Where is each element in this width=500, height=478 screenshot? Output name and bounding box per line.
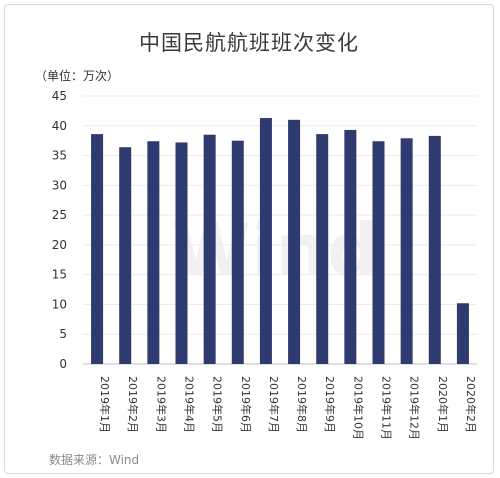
x-tick-label: 2019年2月 (126, 376, 140, 433)
x-tick-label: 2019年9月 (323, 376, 337, 433)
x-tick-label: 2020年1月 (436, 376, 450, 433)
x-tick-label: 2019年3月 (154, 376, 168, 433)
bar (372, 141, 385, 364)
bars (91, 118, 469, 364)
bar (91, 134, 104, 364)
x-tick-label: 2019年5月 (211, 376, 225, 433)
x-tick-label: 2019年1月 (98, 376, 112, 433)
bar (400, 138, 413, 364)
bar (428, 135, 441, 364)
bar (456, 303, 469, 364)
chart-title: 中国民航航班班次变化 (139, 31, 359, 55)
x-tick-label: 2019年6月 (239, 376, 253, 433)
bar (119, 147, 132, 364)
y-tick-label: 30 (52, 178, 67, 192)
x-tick-label: 2019年8月 (295, 376, 309, 433)
x-tick-label: 2019年10月 (351, 376, 365, 440)
bar (344, 129, 357, 364)
chart-card: 中国民航航班班次变化 （单位：万次） Wind 0 5 10 15 20 25 30 35 40… (4, 4, 494, 474)
x-tick-label: 2020年2月 (464, 376, 478, 433)
x-tick-label: 2019年4月 (183, 376, 197, 433)
bar (231, 140, 244, 364)
y-tick-label: 20 (52, 238, 67, 252)
y-tick-label: 0 (59, 357, 67, 371)
bar (259, 118, 272, 364)
unit-label: （单位：万次） (35, 69, 120, 83)
y-tick-label: 15 (52, 268, 67, 282)
x-tick-label: 2019年7月 (267, 376, 281, 433)
y-tick-label: 25 (52, 208, 67, 222)
bar (316, 134, 329, 364)
source-note: 数据来源：Wind (49, 453, 140, 467)
bar (175, 142, 188, 364)
bar (203, 134, 216, 364)
bar (288, 119, 301, 364)
bar (147, 141, 160, 364)
y-tick-label: 35 (52, 149, 67, 163)
x-tick-label: 2019年11月 (380, 376, 394, 440)
x-axis-ticks: 2019年1月 2019年2月 2019年3月 2019年4月 2019年5月 2019年… (98, 376, 478, 440)
x-tick-label: 2019年12月 (408, 376, 422, 440)
y-tick-label: 40 (52, 119, 67, 133)
y-tick-label: 10 (52, 297, 67, 311)
y-tick-label: 5 (59, 327, 67, 341)
y-tick-label: 45 (52, 89, 67, 103)
y-axis-ticks: 0 5 10 15 20 25 30 35 40 45 (52, 89, 67, 371)
